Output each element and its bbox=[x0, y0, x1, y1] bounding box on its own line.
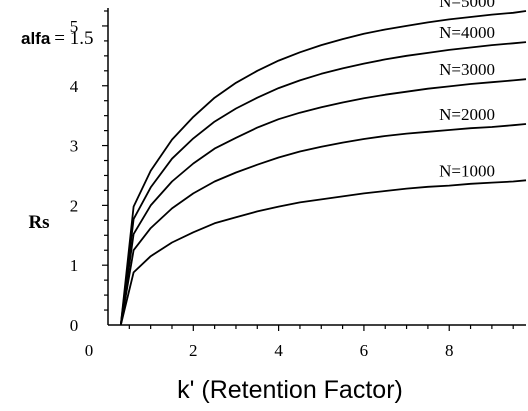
series-label-3: N=3000 bbox=[439, 60, 495, 79]
x-tick-label: 6 bbox=[360, 341, 369, 360]
series-line-1 bbox=[119, 179, 527, 326]
tick-marks bbox=[102, 10, 514, 331]
y-tick-label: 5 bbox=[70, 17, 79, 36]
series-label-4: N=4000 bbox=[439, 23, 495, 42]
series-lines bbox=[119, 10, 527, 326]
annotation-alfa-value: = 1.5 bbox=[54, 28, 93, 49]
series-label-1: N=1000 bbox=[439, 161, 495, 180]
series-label-5: N=5000 bbox=[439, 0, 495, 11]
x-tick-label: 2 bbox=[189, 341, 198, 360]
x-tick-label: 4 bbox=[274, 341, 283, 360]
series-line-4 bbox=[119, 41, 527, 326]
series-label-2: N=2000 bbox=[439, 105, 495, 124]
y-axis-label: Rs bbox=[28, 212, 49, 233]
x-tick-label: 8 bbox=[445, 341, 454, 360]
y-tick-label: 0 bbox=[70, 316, 79, 335]
x-axis-label: k' (Retention Factor) bbox=[177, 376, 403, 404]
y-tick-label: 2 bbox=[70, 196, 79, 215]
y-tick-label: 4 bbox=[70, 77, 79, 96]
series-line-2 bbox=[119, 123, 527, 326]
series-line-5 bbox=[119, 10, 527, 326]
y-tick-label: 3 bbox=[70, 137, 79, 156]
x-tick-label: 0 bbox=[85, 341, 94, 360]
axes bbox=[107, 8, 526, 326]
annotation-alfa-name: alfa bbox=[21, 29, 51, 48]
tick-labels: 0 2 4 6 8 0 1 2 3 4 5 bbox=[70, 17, 454, 360]
series-line-3 bbox=[119, 78, 527, 326]
y-tick-label: 1 bbox=[70, 256, 79, 275]
series-labels: N=1000 N=2000 N=3000 N=4000 N=5000 bbox=[439, 0, 495, 180]
annotation-alfa: alfa = 1.5 bbox=[21, 28, 94, 49]
